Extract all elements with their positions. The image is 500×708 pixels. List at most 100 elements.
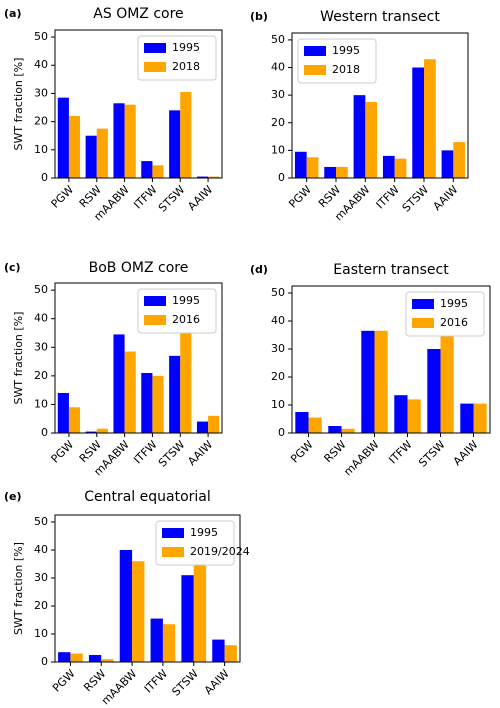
legend-swatch: [162, 528, 184, 538]
legend-label: 2018: [172, 60, 200, 73]
bar: [68, 407, 81, 433]
bar: [58, 652, 71, 662]
bar: [96, 428, 108, 433]
x-tick-label: ITFW: [374, 183, 402, 211]
x-tick-label: STSW: [169, 667, 201, 699]
y-tick-label: 50: [271, 33, 285, 46]
bar: [196, 421, 209, 433]
legend-swatch: [144, 43, 166, 53]
x-tick-label: PGW: [50, 667, 78, 695]
bar: [132, 561, 145, 662]
x-tick-label: ITFW: [131, 183, 159, 211]
x-tick-label: RSW: [322, 438, 349, 465]
y-tick-label: 40: [271, 61, 285, 74]
bar: [169, 355, 181, 433]
bar: [424, 59, 436, 178]
x-tick-label: AAIW: [185, 438, 215, 468]
legend-swatch: [144, 296, 166, 306]
bar: [169, 110, 181, 178]
x-tick-label: STSW: [156, 438, 188, 470]
bar: [336, 166, 348, 178]
bar: [162, 624, 176, 662]
plot-frame: [291, 285, 491, 434]
x-tick-label: STSW: [400, 183, 432, 215]
bar: [196, 176, 209, 178]
bar: [365, 102, 378, 178]
y-tick-label: 30: [34, 340, 48, 353]
y-tick-label: 50: [271, 286, 285, 299]
x-tick-label: PGW: [49, 183, 77, 211]
bar: [88, 655, 102, 662]
x-tick-label: PGW: [286, 183, 314, 211]
x-tick-label: AAIW: [202, 667, 232, 697]
y-tick-label: 0: [278, 171, 285, 184]
legend-label: 2018: [332, 63, 360, 76]
y-tick-label: 50: [34, 515, 48, 528]
bar: [374, 330, 388, 433]
bar: [152, 165, 164, 178]
y-axis-label: SWT fraction [%]: [12, 58, 25, 151]
y-tick-label: 10: [34, 627, 48, 640]
bar: [208, 415, 220, 433]
y-tick-label: 10: [271, 143, 285, 156]
bar: [141, 161, 153, 178]
legend-swatch: [144, 62, 166, 72]
legend-label: 2016: [440, 316, 468, 329]
y-tick-label: 20: [271, 116, 285, 129]
x-tick-label: AAIW: [185, 183, 215, 213]
x-tick-label: STSW: [416, 438, 448, 470]
bar: [180, 330, 192, 433]
y-tick-label: 30: [34, 86, 48, 99]
plot-frame: [291, 32, 469, 179]
y-tick-label: 30: [271, 88, 285, 101]
legend-swatch: [304, 65, 326, 75]
y-tick-label: 20: [34, 115, 48, 128]
legend-swatch: [412, 318, 434, 328]
y-tick-label: 40: [271, 314, 285, 327]
bar: [394, 395, 408, 433]
bar: [341, 428, 355, 433]
y-tick-label: 30: [34, 571, 48, 584]
panel-label: (e): [4, 490, 22, 503]
y-tick-label: 20: [34, 369, 48, 382]
chart-title: AS OMZ core: [93, 6, 183, 22]
bar: [57, 97, 69, 178]
bar: [308, 417, 322, 433]
x-tick-label: RSW: [81, 667, 108, 694]
bar: [453, 142, 466, 178]
y-tick-label: 50: [34, 283, 48, 296]
bar: [96, 128, 108, 178]
bar: [141, 373, 153, 433]
bar: [124, 351, 136, 433]
bar: [427, 349, 441, 433]
y-tick-label: 0: [41, 171, 48, 184]
bar: [181, 575, 194, 662]
bar: [295, 412, 309, 433]
bar: [57, 393, 69, 433]
bar: [85, 135, 97, 178]
legend-label: 2019/2024: [190, 545, 250, 558]
chart-title: Central equatorial: [84, 489, 211, 505]
bar: [70, 653, 83, 662]
bar: [407, 399, 421, 433]
x-tick-label: AAIW: [451, 438, 481, 468]
y-axis-label: SWT fraction [%]: [12, 312, 25, 405]
legend-label: 1995: [440, 297, 468, 310]
bar: [294, 151, 307, 178]
y-tick-label: 20: [34, 599, 48, 612]
y-axis-label: SWT fraction [%]: [12, 542, 25, 635]
y-tick-label: 30: [271, 342, 285, 355]
panel-label: (b): [250, 10, 268, 23]
bar: [460, 403, 474, 433]
legend-label: 1995: [190, 526, 218, 539]
legend-label: 1995: [332, 44, 360, 57]
bar: [113, 103, 125, 178]
y-tick-label: 40: [34, 312, 48, 325]
bar: [152, 375, 164, 433]
bar: [440, 335, 454, 433]
legend-swatch: [144, 315, 166, 325]
y-tick-label: 40: [34, 58, 48, 71]
panel-label: (d): [250, 263, 268, 276]
x-tick-label: ITFW: [142, 667, 170, 695]
y-tick-label: 10: [271, 398, 285, 411]
